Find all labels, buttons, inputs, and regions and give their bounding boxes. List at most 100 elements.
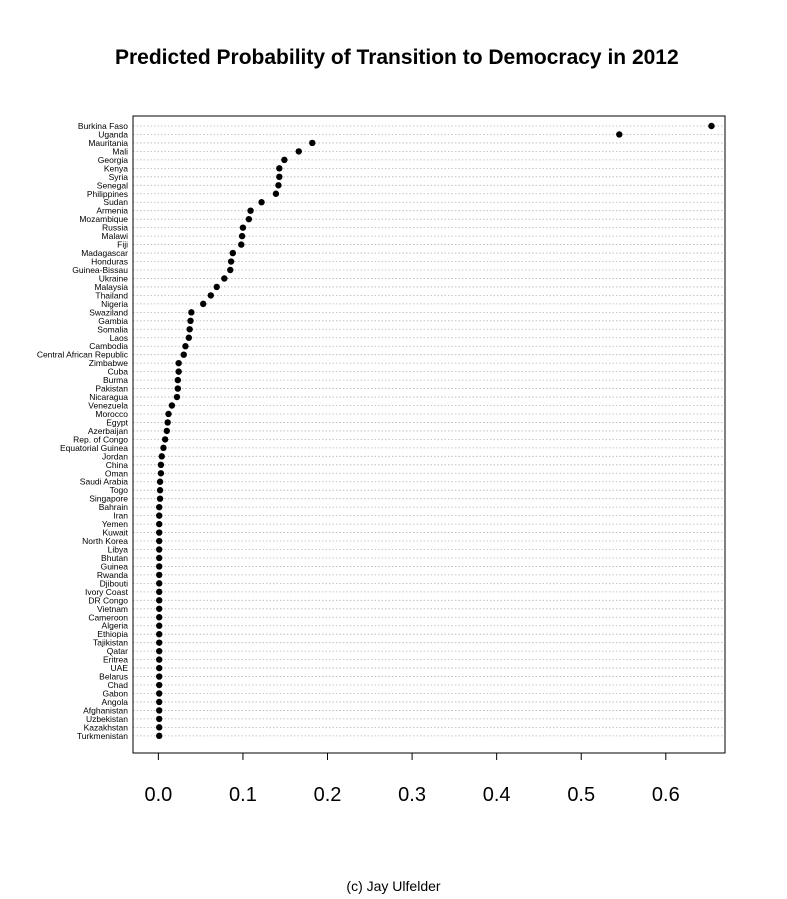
country-label: Eritrea: [103, 655, 128, 665]
x-tick-label: 0.2: [314, 784, 342, 806]
country-label: Singapore: [89, 494, 128, 504]
country-label: DR Congo: [88, 595, 128, 605]
country-label: Malaysia: [94, 282, 128, 292]
data-point: [156, 732, 163, 740]
data-point: [156, 698, 163, 706]
data-point: [156, 715, 163, 723]
country-label: Morocco: [95, 409, 128, 419]
country-label: Chad: [108, 680, 129, 690]
data-point: [309, 139, 316, 147]
country-label: Ivory Coast: [85, 587, 129, 597]
data-point: [276, 165, 283, 172]
data-point: [156, 487, 164, 494]
country-label: Burma: [103, 375, 128, 385]
country-label: Saudi Arabia: [80, 477, 128, 487]
country-label: Mozambique: [79, 214, 128, 224]
x-tick-label: 0.1: [229, 784, 257, 806]
data-point: [281, 156, 288, 164]
data-point: [156, 690, 163, 697]
country-label: Gabon: [102, 688, 128, 698]
country-label: Belarus: [99, 672, 128, 682]
country-label: Mali: [112, 146, 128, 156]
country-label: Georgia: [98, 155, 129, 165]
country-label: Iran: [113, 511, 128, 521]
country-label: Bhutan: [101, 553, 128, 563]
data-point: [185, 334, 193, 341]
data-point: [156, 495, 164, 502]
country-label: Mauritania: [88, 138, 128, 148]
country-label: Cambodia: [89, 341, 128, 351]
data-point: [156, 707, 163, 714]
country-label: Angola: [102, 697, 129, 707]
data-point: [186, 326, 193, 333]
country-label: Egypt: [106, 417, 128, 427]
grid-lines: [133, 125, 725, 737]
country-label: Uganda: [98, 129, 128, 139]
country-label: Thailand: [95, 290, 128, 300]
data-point: [156, 529, 163, 536]
country-label: Fiji: [117, 240, 128, 250]
country-label: Djibouti: [100, 578, 128, 588]
data-point: [275, 182, 282, 189]
country-label: Pakistan: [95, 384, 128, 394]
country-label: Kazakhstan: [84, 722, 129, 732]
data-point: [616, 131, 623, 138]
country-label: Senegal: [97, 180, 128, 190]
data-point: [238, 232, 246, 240]
data-point: [175, 359, 182, 367]
data-point: [161, 436, 169, 443]
country-label: Syria: [109, 172, 129, 182]
country-label: Vietnam: [97, 604, 128, 614]
country-label: Armenia: [96, 206, 128, 216]
data-point: [221, 275, 228, 282]
data-point: [156, 520, 163, 528]
data-point: [156, 571, 163, 579]
country-label: Yemen: [102, 519, 128, 529]
country-label: Kuwait: [102, 528, 128, 538]
data-point: [156, 681, 163, 689]
country-label: Qatar: [107, 646, 128, 656]
data-point: [156, 597, 163, 604]
country-label: Zimbabwe: [89, 358, 128, 368]
data-point: [227, 258, 235, 265]
x-tick-label: 0.3: [398, 784, 426, 806]
data-point: [180, 351, 187, 358]
data-point: [158, 453, 165, 460]
x-tick-label: 0.6: [652, 784, 680, 806]
plot-frame: [132, 115, 726, 754]
data-point: [156, 724, 163, 731]
country-label: Libya: [108, 545, 129, 555]
x-axis: 0.0 0.1 0.2 0.3 0.4 0.5 0.6: [144, 753, 680, 806]
country-label: Honduras: [91, 257, 128, 267]
data-point: [173, 393, 181, 401]
country-label: Venezuela: [88, 401, 128, 411]
country-label: UAE: [111, 663, 129, 673]
country-label: Swaziland: [89, 307, 128, 317]
data-point: [160, 444, 167, 452]
country-label: Somalia: [97, 324, 128, 334]
data-point: [156, 546, 163, 553]
country-label: Turkmenistan: [77, 731, 128, 741]
country-label: Oman: [105, 468, 128, 478]
data-point: [199, 300, 207, 308]
x-tick-label: 0.5: [567, 784, 595, 806]
country-label: Madagascar: [81, 248, 128, 258]
data-point: [207, 292, 215, 299]
data-point: [165, 410, 172, 418]
data-point: [156, 537, 163, 545]
data-points: [156, 122, 715, 740]
country-label: Burkina Faso: [78, 121, 128, 131]
country-label: Nigeria: [101, 299, 128, 309]
data-point: [276, 173, 283, 181]
data-point: [157, 470, 165, 477]
chart-title: Predicted Probability of Transition to D…: [115, 46, 679, 69]
data-point: [156, 478, 164, 485]
data-point: [163, 427, 171, 435]
country-label: Guinea-Bissau: [72, 265, 128, 275]
country-label: Cameroon: [88, 612, 128, 622]
country-label: Ethiopia: [97, 629, 128, 639]
data-point: [164, 419, 171, 426]
data-point: [239, 224, 247, 231]
data-point: [168, 402, 176, 409]
